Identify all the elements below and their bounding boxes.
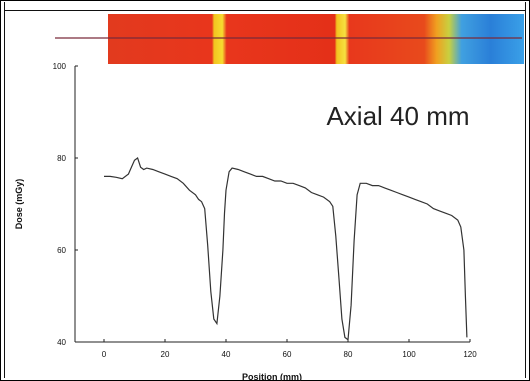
y-tick-label: 60 — [57, 246, 66, 255]
x-tick-label: 0 — [102, 350, 107, 359]
x-tick-label: 120 — [463, 350, 477, 359]
y-axis-label: Dose (mGy) — [14, 179, 24, 230]
x-axis-label: Position (mm) — [242, 372, 302, 381]
y-tick-label: 40 — [57, 338, 66, 347]
x-tick-label: 40 — [222, 350, 231, 359]
y-ticks: 40 60 80 100 — [53, 62, 78, 347]
y-tick-label: 100 — [53, 62, 67, 71]
y-tick-label: 80 — [57, 154, 66, 163]
dose-profile-line — [104, 157, 468, 341]
x-tick-label: 80 — [344, 350, 353, 359]
x-tick-label: 20 — [161, 350, 170, 359]
x-ticks: 0 20 40 60 80 100 120 — [102, 339, 477, 359]
x-tick-label: 60 — [283, 350, 292, 359]
frame-line-left — [4, 10, 5, 378]
frame-line-right — [525, 10, 526, 378]
x-tick-label: 100 — [402, 350, 416, 359]
dose-colormap-strip — [108, 14, 524, 64]
frame-line-top — [4, 10, 525, 11]
axial-annotation: Axial 40 mm — [326, 101, 469, 131]
